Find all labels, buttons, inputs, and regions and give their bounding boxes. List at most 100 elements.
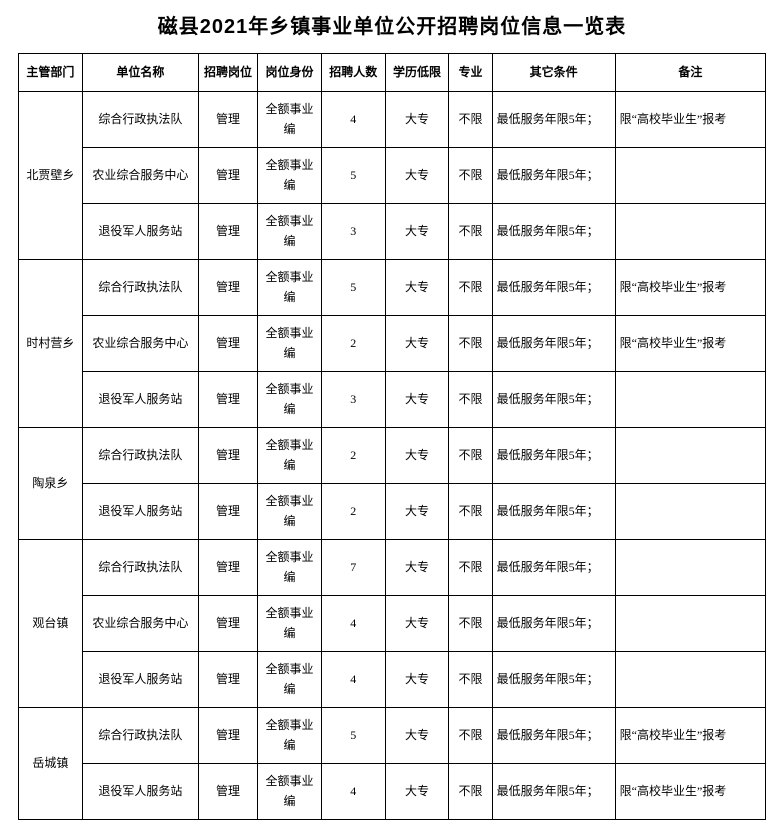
table-row: 退役军人服务站管理全额事业编4大专不限最低服务年限5年；限“高校毕业生”报考 [19, 764, 766, 820]
col-header: 岗位身份 [258, 54, 322, 92]
cell-post: 管理 [198, 148, 257, 204]
cell-post: 管理 [198, 204, 257, 260]
cell-remark [615, 596, 765, 652]
cell-other: 最低服务年限5年； [492, 92, 615, 148]
cell-count: 2 [321, 484, 385, 540]
cell-status: 全额事业编 [258, 204, 322, 260]
cell-unit: 综合行政执法队 [82, 260, 198, 316]
cell-other: 最低服务年限5年； [492, 708, 615, 764]
cell-status: 全额事业编 [258, 764, 322, 820]
cell-unit: 退役军人服务站 [82, 652, 198, 708]
cell-major: 不限 [449, 372, 492, 428]
cell-status: 全额事业编 [258, 652, 322, 708]
cell-edu: 大专 [385, 316, 449, 372]
cell-major: 不限 [449, 708, 492, 764]
cell-status: 全额事业编 [258, 596, 322, 652]
cell-edu: 大专 [385, 428, 449, 484]
table-row: 退役军人服务站管理全额事业编3大专不限最低服务年限5年； [19, 204, 766, 260]
cell-post: 管理 [198, 372, 257, 428]
table-row: 退役军人服务站管理全额事业编2大专不限最低服务年限5年； [19, 484, 766, 540]
cell-count: 5 [321, 148, 385, 204]
cell-remark: 限“高校毕业生”报考 [615, 260, 765, 316]
col-header: 主管部门 [19, 54, 83, 92]
cell-edu: 大专 [385, 484, 449, 540]
cell-major: 不限 [449, 260, 492, 316]
cell-status: 全额事业编 [258, 148, 322, 204]
cell-unit: 综合行政执法队 [82, 92, 198, 148]
cell-major: 不限 [449, 428, 492, 484]
cell-remark [615, 540, 765, 596]
cell-post: 管理 [198, 428, 257, 484]
table-row: 观台镇综合行政执法队管理全额事业编7大专不限最低服务年限5年； [19, 540, 766, 596]
cell-remark [615, 204, 765, 260]
cell-status: 全额事业编 [258, 708, 322, 764]
cell-major: 不限 [449, 204, 492, 260]
col-header: 招聘岗位 [198, 54, 257, 92]
cell-unit: 综合行政执法队 [82, 708, 198, 764]
cell-unit: 综合行政执法队 [82, 428, 198, 484]
cell-other: 最低服务年限5年； [492, 428, 615, 484]
cell-edu: 大专 [385, 92, 449, 148]
cell-post: 管理 [198, 652, 257, 708]
cell-post: 管理 [198, 92, 257, 148]
cell-remark [615, 372, 765, 428]
cell-other: 最低服务年限5年； [492, 260, 615, 316]
cell-dept: 陶泉乡 [19, 428, 83, 540]
cell-edu: 大专 [385, 540, 449, 596]
cell-post: 管理 [198, 484, 257, 540]
cell-status: 全额事业编 [258, 484, 322, 540]
col-header: 学历低限 [385, 54, 449, 92]
cell-other: 最低服务年限5年； [492, 596, 615, 652]
cell-unit: 综合行政执法队 [82, 540, 198, 596]
cell-other: 最低服务年限5年； [492, 540, 615, 596]
col-header: 专业 [449, 54, 492, 92]
cell-other: 最低服务年限5年； [492, 484, 615, 540]
cell-dept: 北贾壁乡 [19, 92, 83, 260]
cell-other: 最低服务年限5年； [492, 316, 615, 372]
cell-count: 3 [321, 204, 385, 260]
table-row: 退役军人服务站管理全额事业编3大专不限最低服务年限5年； [19, 372, 766, 428]
cell-unit: 农业综合服务中心 [82, 316, 198, 372]
cell-major: 不限 [449, 764, 492, 820]
cell-count: 5 [321, 708, 385, 764]
cell-remark: 限“高校毕业生”报考 [615, 764, 765, 820]
cell-edu: 大专 [385, 260, 449, 316]
cell-remark [615, 148, 765, 204]
cell-remark: 限“高校毕业生”报考 [615, 708, 765, 764]
cell-edu: 大专 [385, 372, 449, 428]
cell-edu: 大专 [385, 708, 449, 764]
cell-count: 2 [321, 316, 385, 372]
cell-major: 不限 [449, 540, 492, 596]
table-row: 退役军人服务站管理全额事业编4大专不限最低服务年限5年； [19, 652, 766, 708]
table-header-row: 主管部门 单位名称 招聘岗位 岗位身份 招聘人数 学历低限 专业 其它条件 备注 [19, 54, 766, 92]
cell-status: 全额事业编 [258, 260, 322, 316]
cell-status: 全额事业编 [258, 316, 322, 372]
cell-major: 不限 [449, 596, 492, 652]
cell-status: 全额事业编 [258, 372, 322, 428]
cell-unit: 退役军人服务站 [82, 372, 198, 428]
cell-post: 管理 [198, 316, 257, 372]
cell-unit: 农业综合服务中心 [82, 148, 198, 204]
table-row: 农业综合服务中心管理全额事业编2大专不限最低服务年限5年；限“高校毕业生”报考 [19, 316, 766, 372]
cell-post: 管理 [198, 260, 257, 316]
table-row: 岳城镇综合行政执法队管理全额事业编5大专不限最低服务年限5年；限“高校毕业生”报… [19, 708, 766, 764]
cell-other: 最低服务年限5年； [492, 148, 615, 204]
cell-status: 全额事业编 [258, 540, 322, 596]
cell-unit: 退役军人服务站 [82, 204, 198, 260]
cell-status: 全额事业编 [258, 428, 322, 484]
cell-major: 不限 [449, 148, 492, 204]
cell-edu: 大专 [385, 764, 449, 820]
cell-unit: 退役军人服务站 [82, 484, 198, 540]
cell-remark [615, 484, 765, 540]
cell-remark: 限“高校毕业生”报考 [615, 316, 765, 372]
cell-edu: 大专 [385, 204, 449, 260]
cell-remark: 限“高校毕业生”报考 [615, 92, 765, 148]
recruitment-table: 主管部门 单位名称 招聘岗位 岗位身份 招聘人数 学历低限 专业 其它条件 备注… [18, 53, 766, 820]
cell-unit: 退役军人服务站 [82, 764, 198, 820]
cell-major: 不限 [449, 484, 492, 540]
cell-edu: 大专 [385, 652, 449, 708]
cell-other: 最低服务年限5年； [492, 204, 615, 260]
cell-major: 不限 [449, 92, 492, 148]
cell-other: 最低服务年限5年； [492, 764, 615, 820]
cell-count: 5 [321, 260, 385, 316]
